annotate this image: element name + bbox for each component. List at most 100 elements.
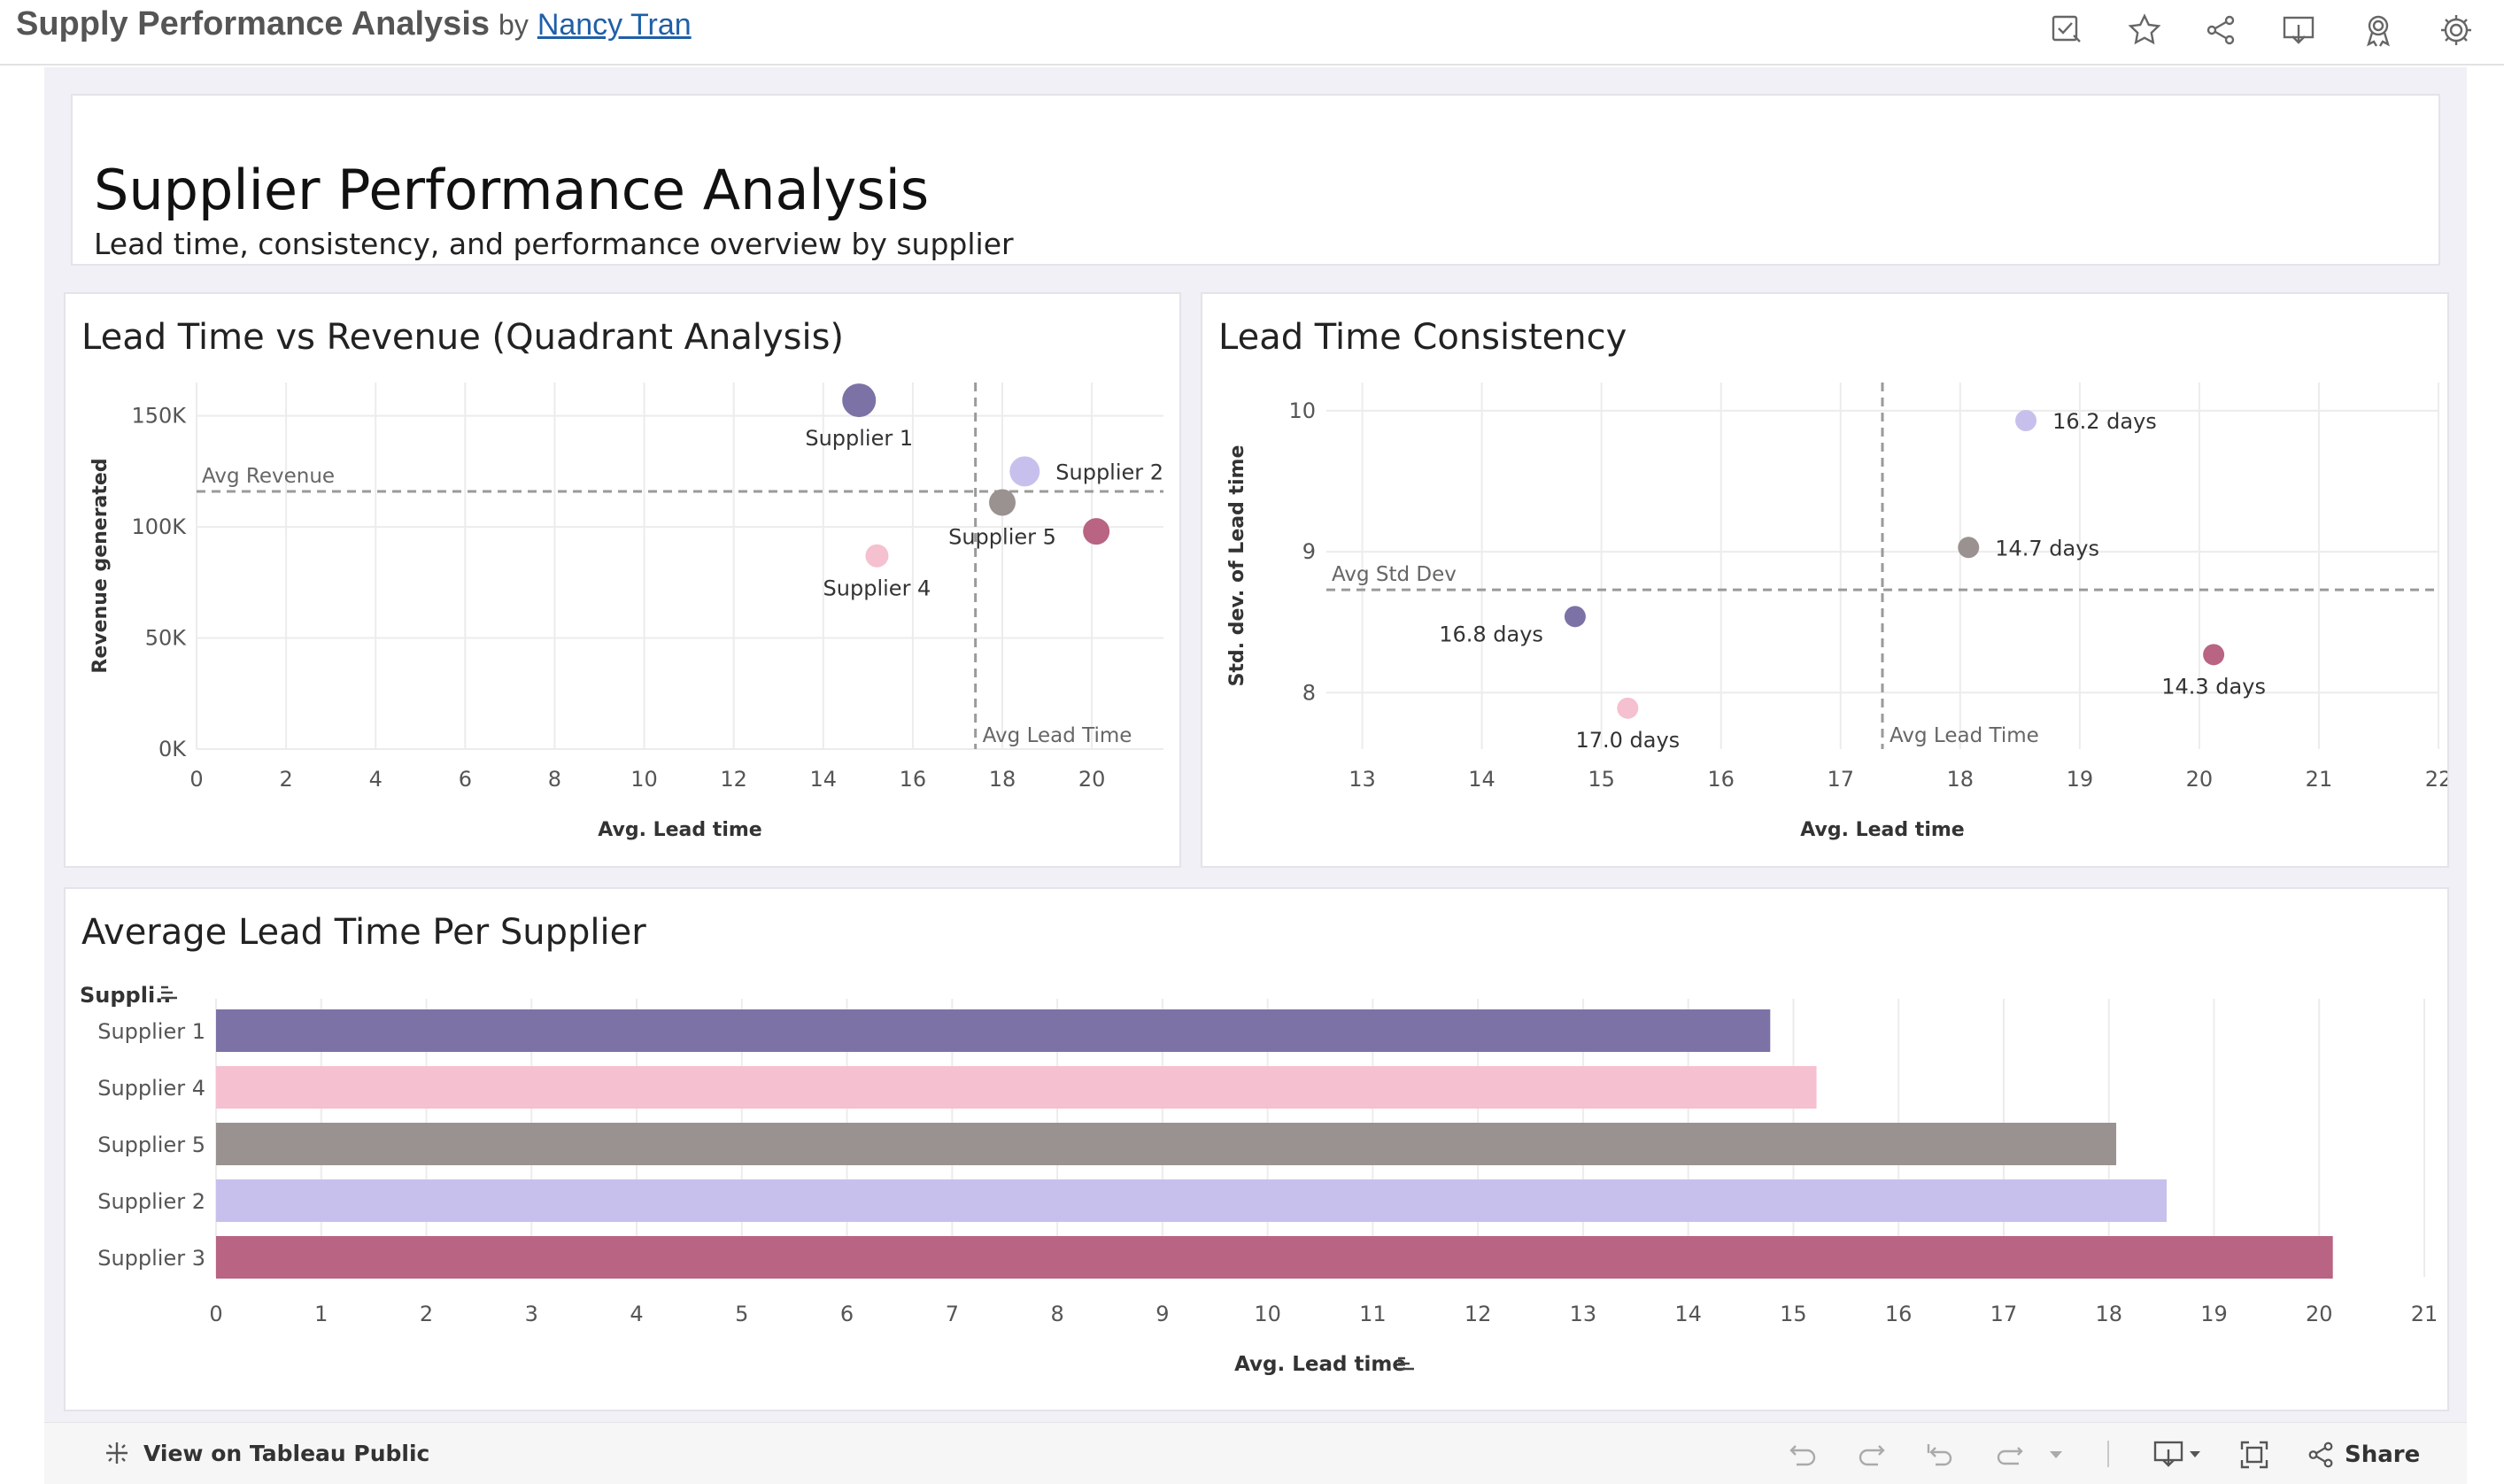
x-tick-label: 8 — [548, 767, 561, 792]
x-tick-label: 19 — [2067, 767, 2094, 792]
tableau-logo-icon — [103, 1439, 131, 1467]
x-tick-label: 2 — [420, 1302, 433, 1326]
x-tick-label: 10 — [1254, 1302, 1281, 1326]
x-tick-label: 4 — [630, 1302, 643, 1326]
quadrant-scatter-chart[interactable]: 0 2 4 6 8 10 12 14 16 18 20 0K 50K 100K 150K Avg. Lead … — [66, 294, 1179, 866]
data-label: Supplier 4 — [823, 576, 931, 601]
reference-line-label: Avg Std Dev — [1332, 563, 1457, 586]
x-tick-label: 13 — [1349, 767, 1376, 792]
reference-line-label: Avg Lead Time — [983, 724, 1132, 747]
x-axis-title: Avg. Lead time — [1234, 1353, 1406, 1376]
y-tick-label: 8 — [1302, 680, 1316, 705]
chart-title: Average Lead Time Per Supplier — [81, 912, 646, 953]
download-icon[interactable] — [2148, 1435, 2210, 1474]
data-point — [2015, 409, 2037, 431]
x-tick-label: 14 — [1468, 767, 1495, 792]
data-point — [842, 383, 877, 418]
view-label: View on Tableau Public — [143, 1440, 430, 1466]
edit-icon[interactable] — [2042, 5, 2091, 55]
x-tick-label: 18 — [2095, 1302, 2122, 1326]
x-tick-label: 0 — [189, 767, 203, 792]
category-label: Supplier 4 — [97, 1076, 205, 1101]
data-label: Supplier 2 — [1055, 460, 1163, 484]
category-label: Supplier 1 — [97, 1019, 205, 1044]
award-icon[interactable] — [2353, 5, 2403, 55]
x-tick-label: 8 — [1050, 1302, 1063, 1326]
category-label: Supplier 2 — [97, 1189, 205, 1214]
consistency-scatter-chart[interactable]: 13 14 15 16 17 18 19 20 21 22 8 9 10 Avg. Lead time St… — [1202, 294, 2447, 866]
data-point — [1958, 537, 1980, 559]
reference-line-label: Avg Lead Time — [1890, 724, 2039, 747]
data-point — [989, 489, 1016, 516]
consistency-chart-panel: Lead Time Consistency 13 14 15 16 17 18 19 20 21… — [1201, 292, 2449, 868]
data-point — [1564, 606, 1586, 628]
author-link[interactable]: Nancy Tran — [537, 8, 692, 42]
y-axis-title: Std. dev. of Lead time — [1226, 445, 1248, 687]
x-tick-label: 5 — [735, 1302, 748, 1326]
y-tick-label: 100K — [131, 514, 187, 539]
data-label: 17.0 days — [1575, 728, 1680, 753]
data-label: 16.8 days — [1439, 622, 1543, 646]
y-tick-label: 10 — [1288, 398, 1316, 423]
dropdown-icon[interactable] — [2036, 1435, 2075, 1474]
refresh-icon[interactable] — [1990, 1435, 2029, 1474]
bar — [216, 1236, 2333, 1279]
share-label: Share — [2345, 1441, 2421, 1468]
y-tick-label: 150K — [131, 404, 187, 429]
data-label: 14.7 days — [1995, 536, 2099, 560]
revert-icon[interactable] — [1921, 1435, 1960, 1474]
toolbar-divider — [2107, 1441, 2109, 1467]
category-label: Supplier 3 — [97, 1246, 205, 1271]
share-icon[interactable] — [2196, 5, 2245, 55]
dashboard-canvas: Supplier Performance Analysis Lead time,… — [44, 67, 2467, 1429]
x-tick-label: 21 — [2306, 767, 2333, 792]
x-axis-title: Avg. Lead time — [598, 819, 761, 841]
x-tick-label: 13 — [1570, 1302, 1597, 1326]
x-tick-label: 20 — [2306, 1302, 2333, 1326]
x-tick-label: 20 — [2186, 767, 2214, 792]
x-axis-title: Avg. Lead time — [1800, 819, 1964, 841]
x-tick-label: 6 — [840, 1302, 854, 1326]
bar — [216, 1066, 1817, 1109]
by-label: by — [498, 9, 529, 41]
data-point — [1617, 697, 1639, 719]
workbook-title: Supply Performance Analysis by Nancy Tran — [16, 5, 692, 43]
x-tick-label: 18 — [989, 767, 1016, 792]
x-tick-label: 11 — [1359, 1302, 1387, 1326]
sort-icon — [1398, 1356, 1414, 1371]
dashboard-header: Supplier Performance Analysis Lead time,… — [71, 94, 2440, 266]
view-on-tableau-link[interactable]: View on Tableau Public — [103, 1439, 429, 1467]
chart-title: Lead Time vs Revenue (Quadrant Analysis) — [81, 317, 845, 358]
data-point — [2203, 644, 2225, 666]
star-icon[interactable] — [2120, 5, 2169, 55]
y-axis-title: Revenue generated — [89, 458, 112, 673]
x-tick-label: 7 — [946, 1302, 959, 1326]
y-tick-label: 0K — [158, 737, 187, 761]
undo-icon[interactable] — [1783, 1435, 1822, 1474]
x-tick-label: 2 — [279, 767, 292, 792]
x-tick-label: 22 — [2425, 767, 2447, 792]
fullscreen-icon[interactable] — [2235, 1435, 2274, 1474]
share-button[interactable]: Share — [2306, 1435, 2420, 1474]
x-tick-label: 15 — [1780, 1302, 1807, 1326]
lead-time-bar-chart[interactable]: 0 1 2 3 4 5 6 7 8 9 10 11 12 13 14 15 16 17 18 19 20 21Suppli… — [66, 889, 2447, 1410]
top-bar: Supply Performance Analysis by Nancy Tran — [0, 0, 2504, 66]
download-icon[interactable] — [2274, 5, 2323, 55]
bar — [216, 1009, 1771, 1052]
chart-title: Lead Time Consistency — [1218, 317, 1627, 358]
x-tick-label: 16 — [1885, 1302, 1913, 1326]
reference-line-label: Avg Revenue — [202, 465, 335, 488]
x-tick-label: 0 — [209, 1302, 222, 1326]
x-tick-label: 16 — [900, 767, 927, 792]
x-tick-label: 3 — [525, 1302, 538, 1326]
category-label: Supplier 5 — [97, 1132, 205, 1157]
data-point — [1083, 518, 1110, 545]
data-label: 14.3 days — [2161, 674, 2266, 699]
x-tick-label: 16 — [1707, 767, 1735, 792]
redo-icon[interactable] — [1852, 1435, 1891, 1474]
x-tick-label: 4 — [369, 767, 383, 792]
bar — [216, 1179, 2168, 1222]
gear-icon[interactable] — [2431, 5, 2481, 55]
x-tick-label: 6 — [459, 767, 472, 792]
data-point — [1009, 456, 1040, 487]
